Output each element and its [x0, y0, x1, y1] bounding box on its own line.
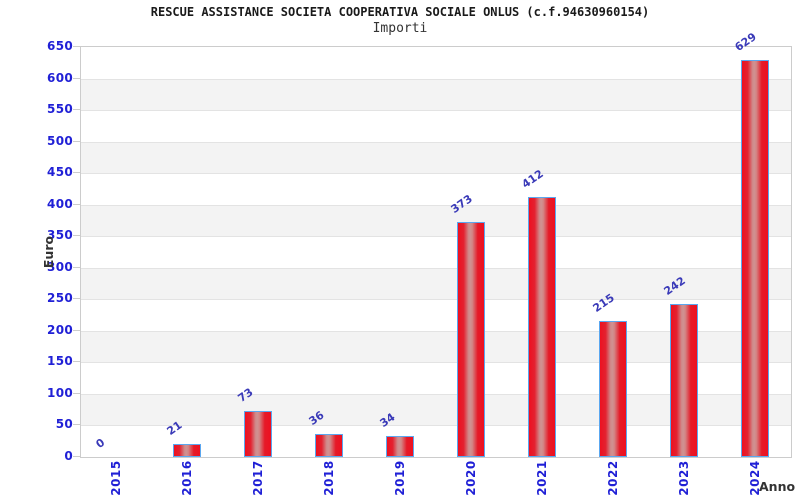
gridline — [81, 79, 791, 80]
bar-2017 — [244, 411, 272, 457]
x-tick-label: 2022 — [606, 460, 620, 496]
y-tick-label: 250 — [47, 291, 73, 306]
chart-title: RESCUE ASSISTANCE SOCIETA COOPERATIVA SO… — [150, 5, 650, 19]
grid-band — [81, 267, 791, 300]
gridline — [81, 299, 791, 300]
y-tick-label: 350 — [47, 228, 73, 243]
y-tick-mark — [73, 424, 80, 425]
gridline — [81, 236, 791, 237]
y-tick-label: 400 — [47, 196, 73, 211]
chart-subtitle: Importi — [372, 21, 428, 36]
x-tick-label: 2020 — [464, 460, 478, 496]
bar-2023 — [670, 304, 698, 457]
x-axis-title: Anno — [759, 479, 796, 494]
gridline — [81, 110, 791, 111]
grid-band — [81, 141, 791, 174]
gridline — [81, 173, 791, 174]
y-tick-label: 500 — [47, 133, 73, 148]
bar-2021 — [528, 197, 556, 457]
y-tick-mark — [73, 46, 80, 47]
y-tick-label: 200 — [47, 322, 73, 337]
x-tick-label: 2016 — [180, 460, 194, 496]
x-tick-label: 2017 — [251, 460, 265, 496]
y-tick-mark — [73, 109, 80, 110]
y-tick-mark — [73, 235, 80, 236]
y-tick-mark — [73, 204, 80, 205]
y-tick-label: 0 — [64, 449, 73, 463]
y-tick-label: 100 — [47, 385, 73, 400]
y-tick-mark — [73, 298, 80, 299]
y-tick-label: 300 — [47, 259, 73, 274]
y-tick-label: 450 — [47, 165, 73, 180]
gridline — [81, 205, 791, 206]
x-tick-label: 2023 — [677, 460, 691, 496]
y-tick-mark — [73, 393, 80, 394]
gridline — [81, 362, 791, 363]
x-tick-label: 2021 — [535, 460, 549, 496]
y-tick-mark — [73, 361, 80, 362]
x-tick-label: 2019 — [393, 460, 407, 496]
y-tick-mark — [73, 172, 80, 173]
y-tick-mark — [73, 330, 80, 331]
bar-2022 — [599, 321, 627, 457]
y-tick-label: 600 — [47, 70, 73, 85]
bar-2016 — [173, 444, 201, 457]
gridline — [81, 394, 791, 395]
gridline — [81, 331, 791, 332]
bar-2024 — [741, 60, 769, 457]
bar-value-label: 0 — [93, 435, 108, 451]
x-tick-label: 2018 — [322, 460, 336, 496]
grid-band — [81, 78, 791, 111]
y-tick-label: 550 — [47, 102, 73, 117]
gridline — [81, 268, 791, 269]
plot-area: 0 21 73 36 34 373 412 215 242 629 — [80, 30, 792, 458]
bar-2018 — [315, 434, 343, 457]
y-tick-label: 50 — [55, 417, 73, 432]
x-tick-label: 2015 — [109, 460, 123, 496]
bar-2019 — [386, 436, 414, 457]
y-tick-mark — [73, 267, 80, 268]
y-tick-label: 650 — [47, 39, 73, 53]
gridline — [81, 425, 791, 426]
bar-2020 — [457, 222, 485, 457]
gridline — [81, 142, 791, 143]
grid-band — [81, 204, 791, 237]
y-tick-mark — [73, 78, 80, 79]
y-tick-mark — [73, 456, 80, 457]
y-tick-label: 150 — [47, 354, 73, 369]
y-axis-title: Euro — [41, 235, 56, 269]
y-tick-mark — [73, 141, 80, 142]
